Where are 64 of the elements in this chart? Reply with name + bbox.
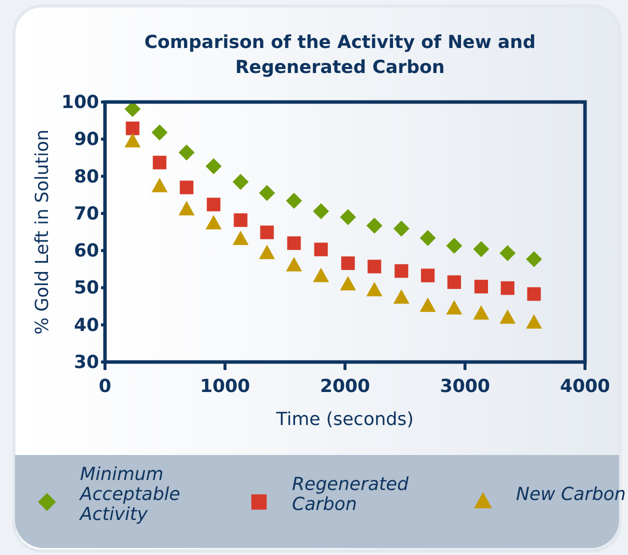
point bbox=[473, 241, 490, 258]
y-tick-label: 90 bbox=[74, 129, 99, 150]
point bbox=[259, 185, 275, 201]
point bbox=[474, 280, 488, 294]
point bbox=[447, 275, 461, 289]
point bbox=[260, 226, 274, 240]
point bbox=[446, 300, 462, 314]
point bbox=[446, 238, 462, 254]
x-tick-label: 3000 bbox=[440, 376, 490, 397]
point bbox=[313, 268, 329, 282]
point bbox=[206, 215, 222, 230]
point bbox=[152, 156, 166, 170]
legend-label: New Carbon bbox=[516, 484, 626, 505]
point bbox=[206, 158, 222, 174]
point bbox=[420, 230, 436, 246]
point bbox=[473, 305, 490, 320]
point bbox=[341, 256, 355, 270]
point bbox=[368, 260, 382, 274]
y-tick-label: 60 bbox=[74, 240, 99, 262]
point bbox=[526, 314, 542, 329]
point bbox=[126, 122, 140, 136]
point bbox=[152, 124, 168, 140]
y-tick-label: 30 bbox=[74, 352, 99, 373]
point bbox=[526, 251, 542, 268]
point bbox=[313, 203, 329, 220]
point bbox=[286, 192, 302, 209]
point bbox=[340, 276, 356, 290]
point bbox=[500, 281, 514, 295]
point bbox=[286, 257, 302, 272]
x-tick-label: 4000 bbox=[560, 376, 610, 397]
point bbox=[527, 287, 541, 301]
point bbox=[234, 213, 248, 227]
x-axis-title: Time (seconds) bbox=[275, 409, 414, 430]
x-tick-label: 0 bbox=[98, 376, 112, 397]
point bbox=[206, 198, 220, 212]
point bbox=[394, 264, 408, 278]
point bbox=[366, 282, 382, 296]
y-tick-label: 80 bbox=[74, 166, 99, 188]
point bbox=[500, 245, 516, 262]
legend-label: Minimum Acceptable Activity bbox=[79, 464, 180, 525]
y-tick-label: 70 bbox=[74, 203, 99, 224]
point bbox=[366, 218, 382, 234]
point bbox=[232, 174, 249, 190]
y-axis-title: % Gold Left in Solution bbox=[32, 130, 53, 334]
point bbox=[232, 230, 249, 246]
point bbox=[500, 309, 516, 324]
point bbox=[178, 144, 195, 161]
point bbox=[180, 180, 194, 194]
y-tick-label: 40 bbox=[74, 314, 99, 336]
x-tick-label: 1000 bbox=[200, 376, 250, 397]
point bbox=[420, 297, 436, 312]
point bbox=[259, 244, 275, 260]
point bbox=[178, 200, 195, 216]
point bbox=[393, 289, 410, 304]
legend-label: Regenerated Carbon bbox=[292, 474, 410, 515]
point bbox=[314, 242, 328, 256]
point bbox=[421, 268, 435, 282]
point bbox=[340, 209, 356, 226]
y-tick-label: 100 bbox=[61, 92, 99, 113]
y-tick-label: 50 bbox=[74, 278, 99, 299]
chart-title: Comparison of the Activity of New and Regenerated Carbon bbox=[144, 32, 536, 78]
x-tick-label: 2000 bbox=[320, 376, 370, 397]
point bbox=[287, 236, 301, 250]
point bbox=[393, 220, 410, 237]
